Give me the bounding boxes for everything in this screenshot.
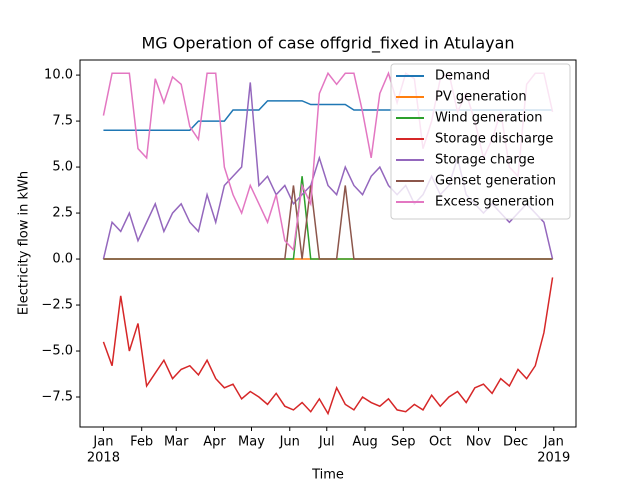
x-tick-label: Jun — [279, 435, 300, 450]
y-tick-label: −5.0 — [41, 344, 73, 359]
y-tick-label: 10.0 — [44, 68, 73, 83]
x-tick-label: Apr — [203, 435, 226, 450]
x-axis-label: Time — [311, 468, 344, 480]
series-line — [103, 185, 553, 260]
y-tick-label: 0.0 — [52, 252, 73, 267]
axes-frame — [79, 59, 577, 428]
x-tick-label: May — [238, 435, 265, 450]
series-line — [102, 277, 554, 416]
legend-label: Genset generation — [435, 174, 556, 189]
y-tick-label: −7.5 — [41, 390, 73, 405]
legend-label: Storage discharge — [435, 132, 553, 147]
legend-label: Storage charge — [435, 153, 535, 168]
y-tick-label: −2.5 — [41, 298, 73, 313]
x-tick-label: Nov — [466, 435, 492, 450]
x-tick-label: Mar — [164, 435, 189, 450]
legend-box — [390, 63, 571, 220]
y-axis-label: Electricity flow in kWh — [17, 171, 32, 315]
x-tick-label: Jan — [543, 435, 564, 450]
x-tick-label: Jul — [318, 435, 335, 450]
y-tick-label: 5.0 — [52, 160, 73, 175]
y-tick-label: 2.5 — [52, 206, 73, 221]
legend-label: Excess generation — [435, 195, 554, 210]
y-tick-label: 7.5 — [52, 114, 73, 129]
legend: Demand PV generation Wind generation Storag… — [390, 63, 571, 220]
x-tick-label: Dec — [503, 435, 528, 450]
x-tick-year-label: 2018 — [87, 451, 120, 466]
legend-label: PV generation — [435, 90, 527, 105]
x-tick-label: Feb — [130, 435, 153, 450]
x-tick-label: Sep — [391, 435, 416, 450]
x-tick-year-label: 2019 — [537, 451, 570, 466]
chart-title: MG Operation of case offgrid_fixed in At… — [141, 34, 514, 54]
legend-label: Demand — [435, 69, 490, 84]
legend-label: Wind generation — [435, 111, 543, 126]
x-tick-label: Oct — [429, 435, 451, 450]
x-tick-label: Jan — [92, 435, 113, 450]
x-tick-label: Aug — [352, 435, 377, 450]
